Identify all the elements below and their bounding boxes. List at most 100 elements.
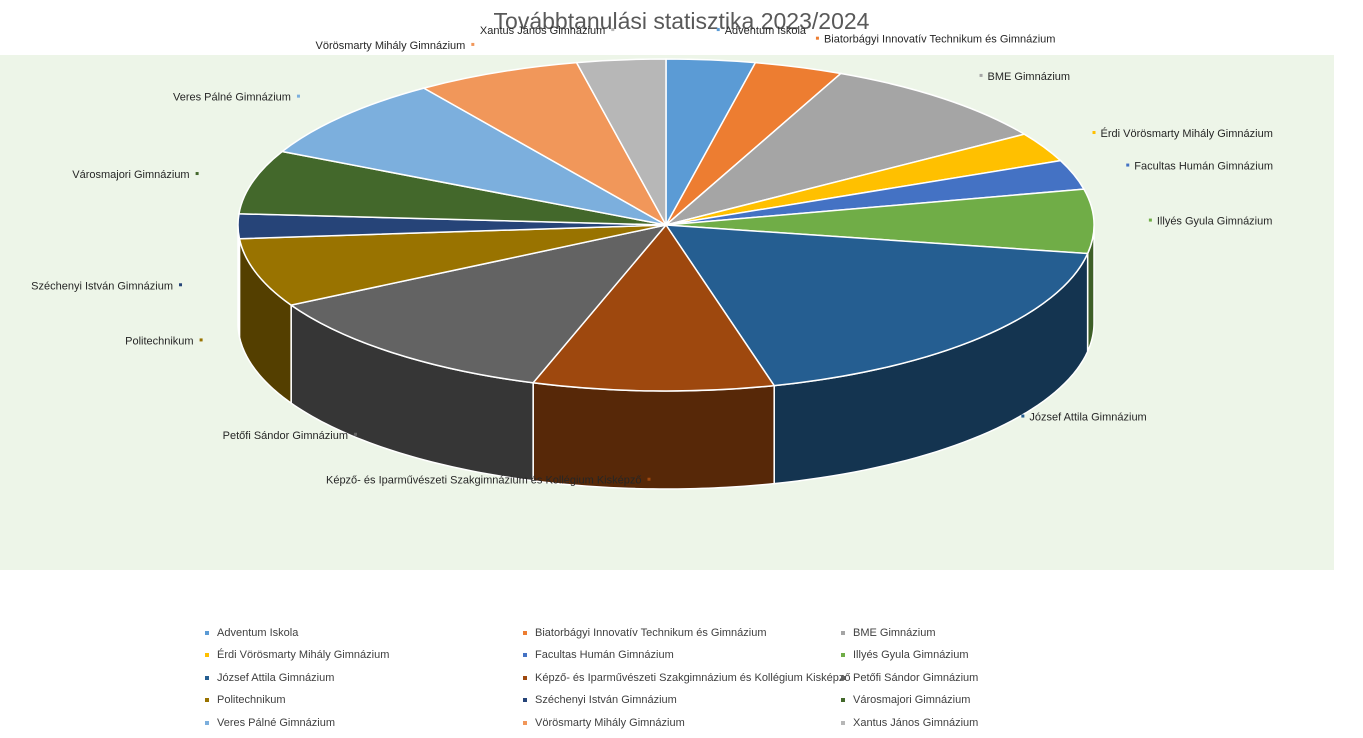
data-label-marker xyxy=(354,432,358,436)
legend-label: Facultas Humán Gimnázium xyxy=(535,649,674,662)
data-label-text: BME Gimnázium xyxy=(988,71,1071,83)
pie-side-10 xyxy=(237,224,241,337)
pie-slice-9 xyxy=(238,224,667,306)
data-label-marker xyxy=(1021,414,1025,418)
legend-item: Városmajori Gimnázium xyxy=(841,692,1159,710)
legend-swatch xyxy=(523,720,527,725)
data-label-text: Széchenyi István Gimnázium xyxy=(31,280,173,292)
legend-item: Széchenyi István Gimnázium xyxy=(523,692,841,710)
data-label-text: Politechnikum xyxy=(125,335,193,347)
legend-item: Veres Pálné Gimnázium xyxy=(205,714,523,732)
legend-swatch xyxy=(841,720,845,725)
data-label: Érdi Vörösmarty Mihály Gimnázium xyxy=(1092,127,1273,140)
data-label: Képző- és Iparművészeti Szakgimnázium és… xyxy=(326,475,651,487)
legend-label: Széchenyi István Gimnázium xyxy=(535,694,677,707)
legend-swatch xyxy=(841,698,845,703)
data-label: BME Gimnázium xyxy=(979,71,1071,83)
pie-slice-7 xyxy=(531,223,776,392)
data-label-text: Városmajori Gimnázium xyxy=(72,169,189,181)
pie-slice-5 xyxy=(665,188,1095,255)
legend-swatch xyxy=(841,675,845,680)
legend-label: Vörösmarty Mihály Gimnázium xyxy=(535,716,685,729)
legend-label: Xantus János Gimnázium xyxy=(853,716,979,729)
legend-item: Petőfi Sándor Gimnázium xyxy=(841,669,1159,687)
pie-slice-8 xyxy=(289,223,668,384)
data-label-text: Veres Pálné Gimnázium xyxy=(173,92,291,104)
data-label-text: Petőfi Sándor Gimnázium xyxy=(223,430,348,442)
legend-label: Biatorbágyi Innovatív Technikum és Gimná… xyxy=(535,626,767,639)
data-label-marker xyxy=(296,94,300,98)
legend-label: BME Gimnázium xyxy=(853,626,936,639)
data-label-text: Facultas Humán Gimnázium xyxy=(1134,161,1273,173)
data-label-text: Képző- és Iparművészeti Szakgimnázium és… xyxy=(326,475,641,487)
data-label: Illyés Gyula Gimnázium xyxy=(1148,216,1273,228)
legend-label: Illyés Gyula Gimnázium xyxy=(853,649,969,662)
pie-slice-2 xyxy=(665,72,1027,226)
pie-side-7 xyxy=(532,381,775,490)
data-label-text: Érdi Vörösmarty Mihály Gimnázium xyxy=(1101,127,1273,140)
legend-item: Xantus János Gimnázium xyxy=(841,714,1159,732)
legend-item: Facultas Humán Gimnázium xyxy=(523,647,841,665)
data-label-marker xyxy=(1092,131,1096,135)
data-label-marker xyxy=(1148,218,1152,222)
data-label-marker xyxy=(979,73,983,77)
legend-label: Érdi Vörösmarty Mihály Gimnázium xyxy=(217,649,390,662)
pie-slice-12 xyxy=(280,87,667,226)
legend-swatch xyxy=(205,630,209,635)
legend-label: Képző- és Iparművészeti Szakgimnázium és… xyxy=(535,671,851,684)
data-label-marker xyxy=(179,283,183,287)
data-label: Széchenyi István Gimnázium xyxy=(31,280,183,292)
data-label-marker xyxy=(1126,163,1130,167)
pie-slice-13 xyxy=(421,61,668,227)
legend-swatch xyxy=(523,653,527,658)
legend-swatch xyxy=(523,698,527,703)
legend-label: Városmajori Gimnázium xyxy=(853,694,971,707)
data-label-text: Adventum Iskola xyxy=(725,25,807,37)
data-label: Adventum Iskola xyxy=(716,25,807,37)
legend-item: József Attila Gimnázium xyxy=(205,669,523,687)
data-label: Facultas Humán Gimnázium xyxy=(1126,161,1273,173)
legend-item: Illyés Gyula Gimnázium xyxy=(841,647,1159,665)
legend-item: Képző- és Iparművészeti Szakgimnázium és… xyxy=(523,669,850,687)
legend-swatch xyxy=(523,675,527,680)
legend-item: BME Gimnázium xyxy=(841,624,1159,642)
data-label-text: Vörösmarty Mihály Gimnázium xyxy=(316,40,466,52)
legend-swatch xyxy=(205,698,209,703)
legend-item: Vörösmarty Mihály Gimnázium xyxy=(523,714,841,732)
legend-label: Petőfi Sándor Gimnázium xyxy=(853,671,979,684)
data-label: Politechnikum xyxy=(125,335,203,347)
pie-chart: Adventum Iskola Biatorbágyi Innovatív Tec… xyxy=(31,25,1273,490)
legend-swatch xyxy=(205,653,209,658)
data-label-marker xyxy=(716,28,720,32)
data-label: Városmajori Gimnázium xyxy=(72,169,199,181)
legend-item: Adventum Iskola xyxy=(205,624,523,642)
data-label-marker xyxy=(611,28,615,32)
legend-swatch xyxy=(523,630,527,635)
data-label-text: Illyés Gyula Gimnázium xyxy=(1157,216,1273,228)
legend-label: Veres Pálné Gimnázium xyxy=(217,716,335,729)
legend-swatch xyxy=(841,653,845,658)
data-label: Veres Pálné Gimnázium xyxy=(173,92,300,104)
data-label: József Attila Gimnázium xyxy=(1021,412,1147,424)
pie-slice-14 xyxy=(575,58,667,226)
legend-label: Adventum Iskola xyxy=(217,626,299,639)
data-label: Biatorbágyi Innovatív Technikum és Gimná… xyxy=(815,34,1056,46)
data-label: Vörösmarty Mihály Gimnázium xyxy=(316,40,475,52)
pie-slice-6 xyxy=(664,224,1089,387)
data-label: Xantus János Gimnázium xyxy=(480,25,615,37)
legend-swatch xyxy=(205,720,209,725)
pie-slice-11 xyxy=(238,150,667,226)
legend-item: Biatorbágyi Innovatív Technikum és Gimná… xyxy=(523,624,841,642)
legend-swatch xyxy=(841,630,845,635)
data-label-text: Biatorbágyi Innovatív Technikum és Gimná… xyxy=(824,34,1056,46)
legend-label: Politechnikum xyxy=(217,694,286,707)
data-label-marker xyxy=(195,172,199,176)
data-label-text: József Attila Gimnázium xyxy=(1029,412,1146,424)
legend-item: Érdi Vörösmarty Mihály Gimnázium xyxy=(205,647,523,665)
data-label-marker xyxy=(199,338,203,342)
legend-swatch xyxy=(205,675,209,680)
data-label-marker xyxy=(815,36,819,40)
legend-item: Politechnikum xyxy=(205,692,523,710)
data-label-marker xyxy=(647,477,651,481)
data-label-marker xyxy=(471,42,475,46)
